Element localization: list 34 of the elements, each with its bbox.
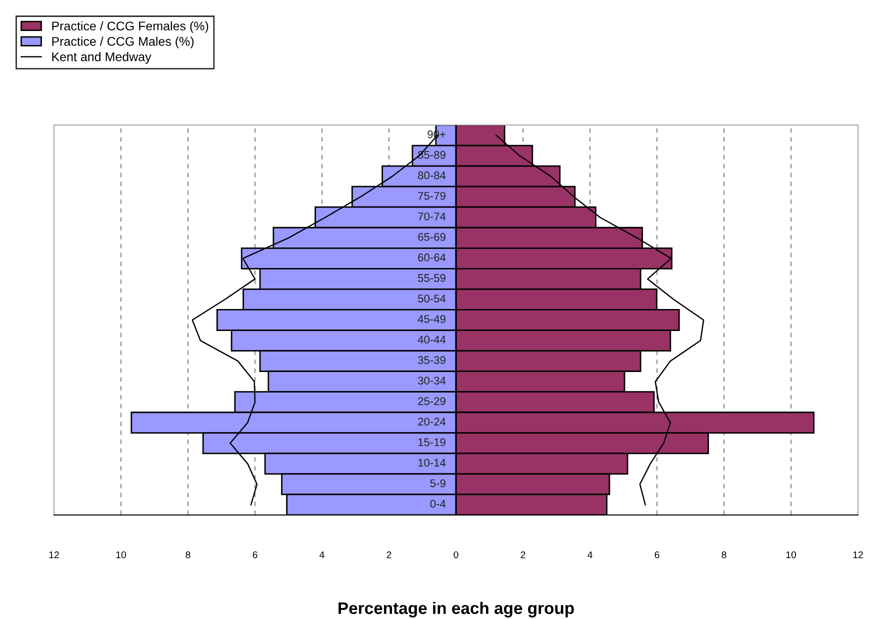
x-tick-label: 2 [386, 551, 392, 558]
x-tick-label: 10 [116, 551, 126, 558]
y-tick-label: 30-34 [418, 376, 446, 385]
y-tick-label: 80-84 [418, 171, 446, 180]
legend-label: Kent and Medway [52, 52, 152, 64]
x-tick-label: 10 [786, 551, 796, 558]
x-tick-label: 6 [654, 551, 660, 558]
y-tick-label: 5-9 [430, 479, 446, 488]
y-tick-label: 10-14 [418, 458, 446, 467]
y-tick-label: 75-79 [418, 192, 446, 200]
x-tick-label: 4 [588, 551, 592, 558]
x-tick-label: 12 [853, 551, 863, 558]
x-tick-label: 8 [722, 551, 726, 558]
y-tick-label: 65-69 [418, 233, 446, 241]
y-tick-label: 45-49 [418, 315, 446, 323]
y-tick-label: 20-24 [418, 418, 446, 426]
y-tick-label: 35-39 [418, 356, 446, 364]
y-tick-label: 50-54 [418, 294, 446, 302]
legend-label: Practice / CCG Males (%) [52, 36, 194, 48]
x-tick-label: 6 [252, 551, 258, 558]
y-tick-label: 55-59 [418, 274, 446, 282]
y-tick-label: 25-29 [418, 397, 446, 406]
y-tick-label: 70-74 [418, 212, 446, 220]
x-tick-label: 4 [320, 551, 324, 558]
x-tick-label: 0 [454, 551, 458, 558]
x-tick-label: 12 [49, 551, 59, 558]
y-tick-label: 0-4 [430, 500, 446, 508]
x-axis-title: Percentage in each age group [338, 602, 574, 618]
y-tick-label: 15-19 [418, 438, 446, 446]
y-tick-label: 40-44 [418, 336, 446, 344]
x-tick-label: 2 [520, 551, 526, 558]
y-tick-label: 60-64 [418, 254, 446, 262]
x-tick-label: 8 [186, 551, 190, 558]
legend-label: Practice / CCG Females (%) [52, 21, 208, 33]
